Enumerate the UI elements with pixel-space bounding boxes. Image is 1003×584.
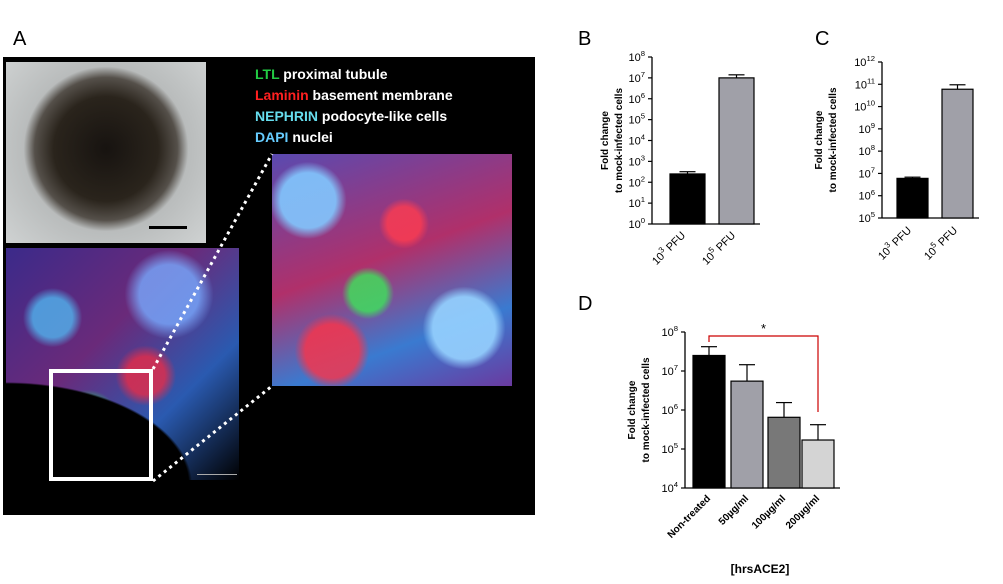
chart-c-y-axis-label: Fold change	[814, 110, 825, 169]
legend-item-dapi: DAPI nuclei	[255, 129, 333, 145]
legend-text-ltl: proximal tubule	[279, 66, 388, 82]
chart-c-y-tick-label: 1012	[854, 54, 875, 69]
fluorescence-scale-bar	[197, 474, 237, 475]
chart-d-bar	[801, 439, 835, 489]
fluorescence-zoom-image	[272, 154, 512, 386]
chart-b-y-tick-label: 104	[628, 133, 645, 148]
legend-text-nephrin: podocyte-like cells	[318, 108, 448, 124]
chart-b-y-tick-label: 100	[628, 216, 645, 231]
legend-marker-ltl: LTL	[255, 66, 280, 82]
brightfield-scale-bar	[149, 226, 187, 229]
chart-c-bar	[941, 88, 974, 219]
chart-b-y-tick-label: 101	[628, 195, 645, 210]
chart-c-y-axis-label: to mock-infected cells	[828, 87, 839, 192]
chart-c-y-tick-label: 108	[858, 143, 875, 158]
chart-d-y-tick-label: 106	[661, 402, 678, 417]
brightfield-organoid-image	[6, 62, 206, 243]
chart-d-bar	[767, 416, 801, 489]
chart-d-y-axis-label: to mock-infected cells	[641, 357, 652, 462]
chart-b-y-axis-label: Fold change	[600, 111, 611, 170]
zoom-inset-box	[49, 369, 153, 481]
chart-d-x-tick-label: 100µg/ml	[750, 493, 788, 531]
chart-b-bar	[718, 77, 755, 225]
panel-label-d: D	[578, 293, 593, 315]
chart-d-y-tick-label: 104	[661, 480, 678, 495]
chart-d-bar	[692, 354, 726, 489]
chart-c-y-tick-label: 109	[858, 121, 875, 136]
chart-d-x-tick-label: 50µg/ml	[717, 493, 751, 527]
legend-text-laminin: basement membrane	[308, 87, 453, 103]
legend-item-laminin: Laminin basement membrane	[255, 87, 453, 103]
legend-item-ltl: LTL proximal tubule	[255, 66, 388, 82]
chart-d-y-axis-label: Fold change	[627, 380, 638, 439]
chart-c-y-tick-label: 1010	[854, 99, 875, 114]
chart-d-y-tick-label: 105	[661, 441, 678, 456]
legend-marker-laminin: Laminin	[255, 87, 309, 103]
chart-b-y-axis-label: to mock-infected cells	[614, 88, 625, 193]
chart-b-y-tick-label: 103	[628, 153, 645, 168]
chart-b-y-tick-label: 107	[628, 70, 645, 85]
panel-label-b: B	[578, 28, 592, 50]
legend-marker-nephrin: NEPHRIN	[255, 108, 319, 124]
significance-label: *	[761, 321, 766, 336]
chart-b-y-tick-label: 108	[628, 49, 645, 64]
chart-d-x-tick-label: Non-treated	[666, 493, 713, 540]
chart-b-y-tick-label: 102	[628, 174, 645, 189]
legend-marker-dapi: DAPI	[255, 129, 289, 145]
chart-d-x-tick-label: 200µg/ml	[784, 493, 822, 531]
significance-bracket	[708, 335, 819, 412]
legend-text-dapi: nuclei	[288, 129, 333, 145]
fluorescence-overview-background	[6, 355, 241, 485]
chart-c-y-tick-label: 105	[858, 210, 875, 225]
chart-b-y-tick-label: 106	[628, 91, 645, 106]
chart-c-y-tick-label: 107	[858, 165, 875, 180]
legend-item-nephrin: NEPHRIN podocyte-like cells	[255, 108, 447, 124]
chart-c-y-tick-label: 106	[858, 188, 875, 203]
chart-c-bar	[896, 177, 929, 219]
chart-b-y-tick-label: 105	[628, 112, 645, 127]
chart-d-bar	[730, 380, 764, 489]
panel-label-a: A	[13, 28, 27, 50]
chart-c-y-tick-label: 1011	[855, 76, 875, 91]
chart-d-x-axis-label: [hrsACE2]	[731, 562, 790, 576]
chart-d-y-tick-label: 107	[661, 363, 678, 378]
chart-d-y-tick-label: 108	[661, 324, 678, 339]
panel-label-c: C	[815, 28, 830, 50]
